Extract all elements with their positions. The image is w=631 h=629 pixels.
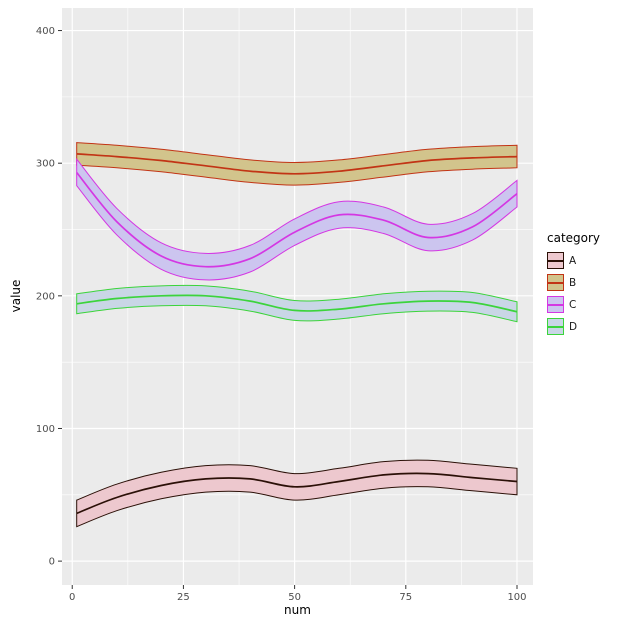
legend-key-line-icon — [548, 282, 563, 284]
legend-item-D: D — [547, 318, 600, 335]
ribbon-C — [76, 157, 518, 281]
series-layer — [76, 142, 518, 528]
line-A — [76, 472, 518, 515]
legend-key-B — [547, 274, 564, 291]
y-axis-title: value — [9, 279, 23, 313]
legend-item-A: A — [547, 252, 600, 269]
y-tick-label: 200 — [36, 291, 55, 302]
legend-key-line-icon — [548, 260, 563, 262]
x-axis-title: num — [284, 603, 311, 617]
legend-key-C — [547, 296, 564, 313]
legend-key-line-icon — [548, 326, 563, 328]
ribbon-A — [76, 459, 518, 528]
y-tick-label: 0 — [49, 557, 55, 568]
y-tick-label: 300 — [36, 159, 55, 170]
ribbon-B — [76, 142, 518, 186]
ribbon-D — [76, 284, 518, 323]
x-tick-label: 100 — [507, 592, 526, 603]
legend-title: category — [547, 231, 601, 245]
legend-label: D — [569, 320, 578, 333]
x-tick-label: 50 — [288, 592, 301, 603]
line-D — [76, 294, 518, 313]
x-tick-label: 0 — [69, 592, 75, 603]
x-tick-label: 25 — [177, 592, 190, 603]
y-tick-label: 400 — [36, 26, 55, 37]
line-B — [76, 153, 518, 175]
legend-label: A — [569, 254, 577, 267]
line-C — [76, 171, 518, 268]
legend-key-A — [547, 252, 564, 269]
legend-key-line-icon — [548, 304, 563, 306]
y-tick-label: 100 — [36, 424, 55, 435]
legend-key-D — [547, 318, 564, 335]
legend-item-C: C — [547, 296, 600, 313]
legend-item-B: B — [547, 274, 600, 291]
legend-label: B — [569, 276, 577, 289]
legend-label: C — [569, 298, 577, 311]
x-tick-label: 75 — [399, 592, 412, 603]
